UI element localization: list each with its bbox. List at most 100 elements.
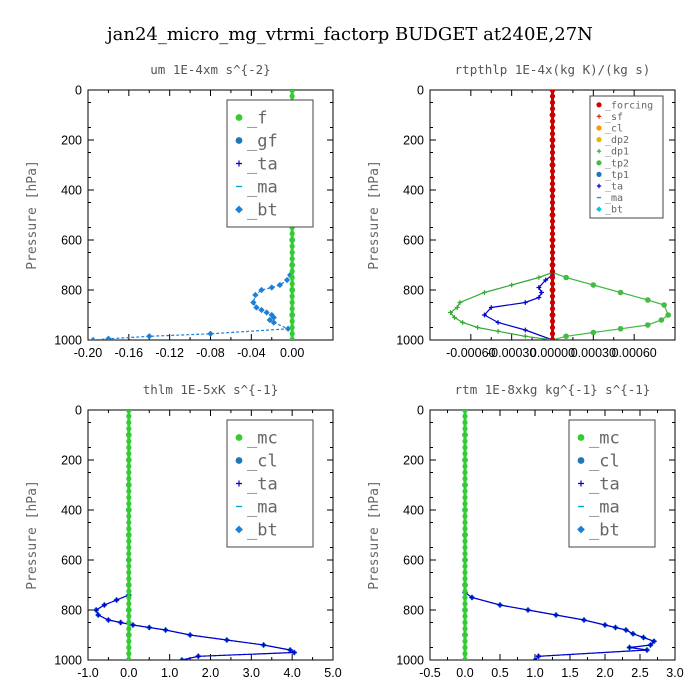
data-point (644, 297, 651, 303)
data-point (549, 262, 556, 268)
data-point (549, 218, 556, 224)
y-tick-label: 400 (403, 184, 424, 198)
y-tick-label: 0 (417, 84, 424, 98)
data-point (549, 112, 556, 118)
data-point (462, 538, 468, 544)
y-tick-label: 200 (61, 454, 82, 468)
legend-label: _forcing (605, 100, 653, 111)
data-point (287, 647, 293, 653)
data-point (283, 276, 291, 284)
data-point (469, 595, 475, 600)
data-point (126, 451, 132, 457)
data-point (462, 469, 468, 476)
data-point (126, 513, 132, 519)
legend-label: _gf (247, 132, 278, 152)
data-point (126, 532, 132, 538)
legend-marker (236, 480, 242, 487)
data-point (549, 143, 556, 149)
x-tick-label: 3.0 (243, 666, 260, 680)
data-point (482, 312, 487, 318)
data-point (549, 156, 556, 162)
data-point (536, 295, 542, 300)
data-point (462, 638, 468, 644)
data-point (101, 602, 107, 608)
data-point (549, 249, 556, 256)
data-point (462, 513, 468, 519)
series-group (461, 410, 658, 660)
data-point (532, 657, 538, 660)
data-point (462, 563, 468, 569)
data-point (563, 333, 569, 340)
data-point (462, 582, 468, 588)
data-point (617, 289, 624, 296)
x-tick-label: 1.0 (161, 666, 178, 680)
data-point (549, 174, 556, 181)
data-point (462, 557, 468, 563)
data-point (462, 419, 468, 426)
data-point (289, 274, 295, 281)
data-point (462, 476, 468, 482)
data-point (549, 231, 556, 237)
x-tick-label: 2.0 (596, 666, 613, 680)
data-point (497, 602, 503, 608)
data-point (126, 576, 132, 582)
data-point (126, 444, 132, 451)
legend-label: _cl (605, 124, 623, 135)
data-point (549, 131, 556, 137)
data-point (539, 290, 545, 295)
data-point (126, 657, 132, 660)
data-point (475, 325, 481, 330)
x-tick-label: 3.0 (666, 666, 683, 680)
data-point (126, 594, 132, 601)
legend-marker (596, 149, 602, 154)
data-point (462, 444, 468, 451)
data-point (462, 644, 468, 651)
data-point (617, 325, 624, 332)
data-point (261, 642, 266, 648)
data-point (590, 329, 597, 336)
data-point (289, 256, 295, 262)
x-tick-label: -0.16 (115, 346, 144, 360)
y-tick-label: 1000 (54, 334, 82, 348)
data-point (462, 457, 468, 463)
x-tick-label: -0.12 (155, 346, 184, 360)
data-point (268, 284, 275, 291)
data-point (126, 469, 132, 476)
data-point (289, 93, 295, 99)
data-point (549, 306, 556, 312)
y-tick-label: 600 (403, 554, 424, 568)
data-point (179, 657, 185, 660)
data-point (549, 118, 556, 124)
data-point (613, 625, 618, 630)
legend-marker (596, 137, 602, 143)
data-point (289, 318, 295, 324)
data-point (289, 249, 295, 256)
data-point (270, 319, 277, 326)
series-group (448, 90, 671, 340)
data-point (289, 90, 295, 93)
y-tick-label: 400 (61, 504, 82, 518)
chart-panel-2: rtpthlp 1E-4x(kg K)/(kg s) Pressure [hPa]… (367, 62, 676, 360)
panel-title: um 1E-4xm s^{-2} (150, 62, 270, 77)
data-point (549, 312, 556, 318)
legend-marker (235, 205, 243, 214)
data-point (289, 293, 295, 299)
data-point (522, 333, 528, 339)
data-point (126, 463, 132, 469)
x-tick-label: 0.5 (491, 666, 508, 680)
data-point (130, 622, 136, 628)
data-point (549, 243, 556, 249)
data-point (289, 312, 295, 318)
legend-label: _ta (247, 155, 278, 175)
data-point (549, 324, 556, 331)
data-point (126, 601, 132, 607)
legend: _f _gf _ta _ma _bt (226, 99, 314, 228)
data-point (126, 457, 132, 463)
y-tick-label: 800 (61, 604, 82, 618)
y-tick-label: 0 (75, 404, 82, 418)
legend-label: _ta (605, 182, 623, 193)
legend-marker (578, 480, 584, 487)
series-line-dp1 (449, 90, 554, 340)
data-point (126, 438, 132, 444)
y-tick-label: 0 (75, 84, 82, 98)
